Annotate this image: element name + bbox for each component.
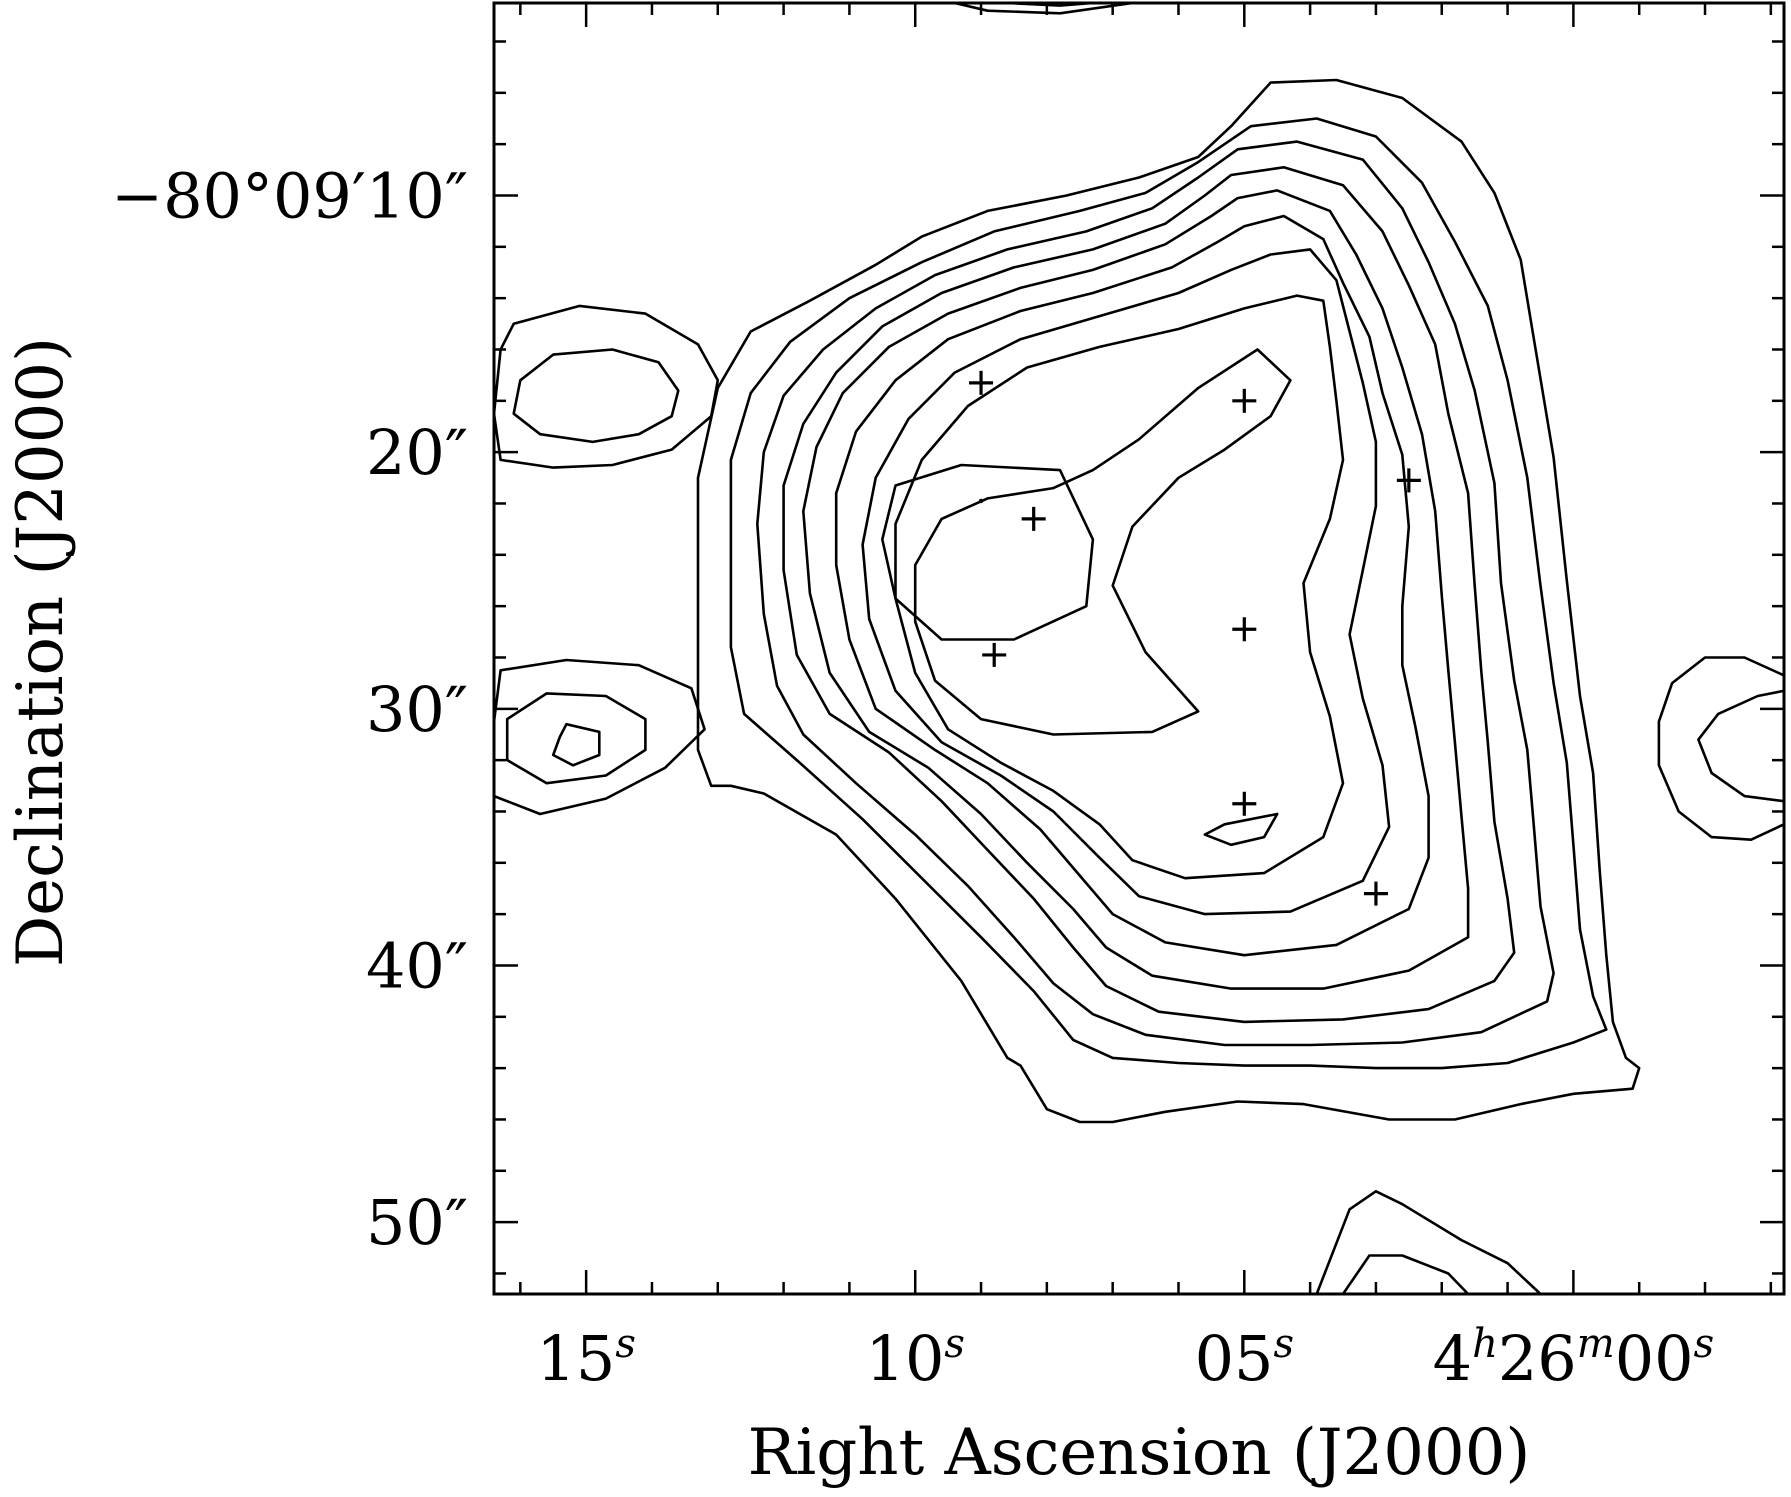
y-axis-label: Declination (J2000) [4,337,78,967]
contour-line-21 [954,3,1133,15]
axis-ticks [494,3,1784,1294]
contour-line-6 [834,214,1430,957]
contour-line-17 [1657,656,1784,842]
source-marker-3 [982,642,1007,667]
plot-frame [492,1,1786,1296]
contour-line-5 [801,189,1470,990]
contour-line-7 [861,248,1391,916]
contour-line-13 [512,348,680,444]
contour-line-4 [782,166,1516,1024]
y-tick-label-4: 40″ [366,929,468,1002]
contour-lines [494,3,1784,1294]
y-tick-labels: −80°09′10″ 20″ 30″ 40″ 50″ [111,159,468,1259]
x-tick-label-2: 10s [866,1321,965,1395]
source-marker-7 [1232,791,1257,816]
y-tick-label-5: 50″ [366,1186,468,1259]
contour-line-16 [551,722,601,767]
contour-line-14 [494,658,706,816]
source-marker-4 [1232,388,1257,413]
contour-line-3 [755,140,1555,1047]
x-tick-label-3: 05s [1195,1321,1294,1395]
contour-line-1 [696,78,1641,1124]
source-markers [969,370,1421,906]
source-marker-6 [1232,617,1257,642]
x-tick-label-1: 15s [536,1321,635,1395]
contour-line-15 [505,692,647,785]
dot-1 [978,498,984,504]
x-axis-label: Right Ascension (J2000) [748,1416,1531,1490]
contour-line-12 [494,304,720,469]
contour-line-8 [894,294,1345,880]
y-tick-label-3: 30″ [366,673,468,746]
contour-line-10 [880,463,1095,641]
contour-line-19 [1315,1190,1542,1294]
source-marker-8 [1363,881,1388,906]
contour-line-20 [1341,1254,1470,1294]
source-marker-5 [1396,468,1421,493]
contour-line-18 [1697,689,1784,803]
x-tick-labels: 15s 10s 05s 4h26m00s [536,1321,1714,1395]
contour-line-11 [1203,812,1279,847]
x-tick-label-4: 4h26m00s [1433,1321,1715,1395]
source-marker-1 [969,370,994,395]
source-marker-2 [1021,506,1046,531]
contour-line-2 [729,117,1608,1070]
contour-line-9 [913,348,1292,736]
y-tick-label-1: −80°09′10″ [111,159,468,232]
y-tick-label-2: 20″ [366,416,468,489]
